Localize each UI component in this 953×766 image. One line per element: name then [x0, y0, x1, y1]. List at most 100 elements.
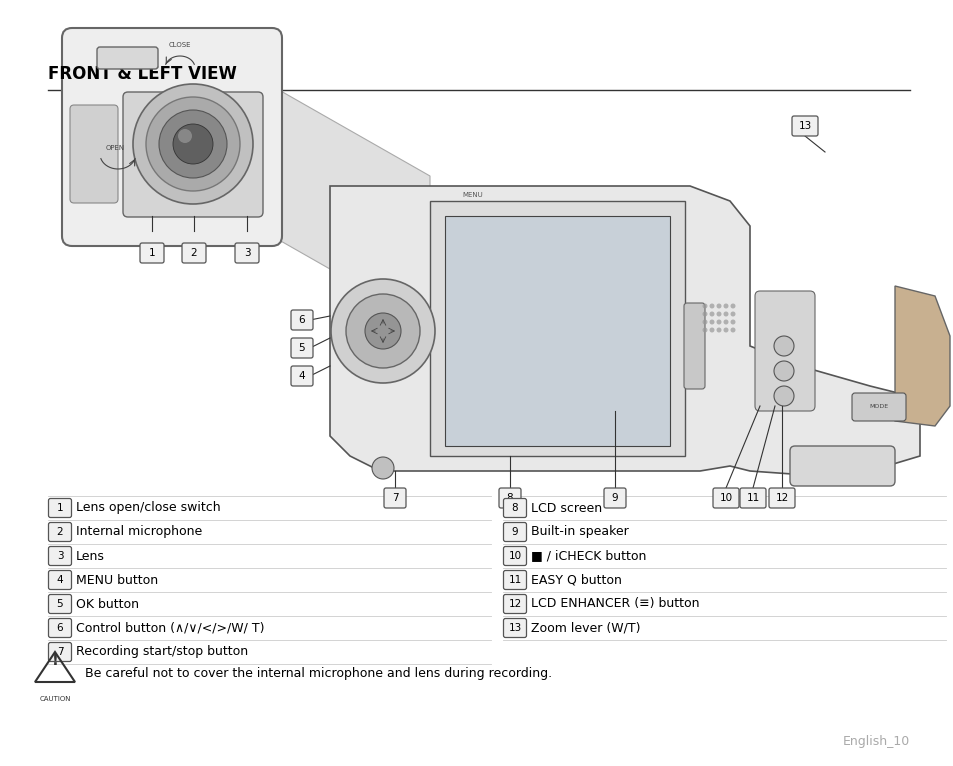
FancyBboxPatch shape	[234, 243, 258, 263]
Circle shape	[346, 294, 419, 368]
Text: OPEN: OPEN	[106, 145, 125, 151]
FancyBboxPatch shape	[49, 594, 71, 614]
Text: !: !	[51, 653, 58, 668]
Text: LCD ENHANCER (≡) button: LCD ENHANCER (≡) button	[531, 597, 699, 611]
Circle shape	[709, 303, 714, 309]
FancyBboxPatch shape	[49, 643, 71, 662]
FancyBboxPatch shape	[291, 366, 313, 386]
Text: Internal microphone: Internal microphone	[76, 525, 202, 538]
Text: 13: 13	[508, 623, 521, 633]
FancyBboxPatch shape	[503, 594, 526, 614]
Text: English_10: English_10	[841, 735, 909, 748]
Text: Built-in speaker: Built-in speaker	[531, 525, 628, 538]
FancyBboxPatch shape	[851, 393, 905, 421]
FancyBboxPatch shape	[70, 105, 118, 203]
Text: 10: 10	[719, 493, 732, 503]
Text: 12: 12	[508, 599, 521, 609]
FancyBboxPatch shape	[444, 216, 669, 446]
FancyBboxPatch shape	[712, 488, 739, 508]
FancyBboxPatch shape	[740, 488, 765, 508]
Text: 7: 7	[392, 493, 398, 503]
FancyBboxPatch shape	[384, 488, 406, 508]
FancyBboxPatch shape	[49, 546, 71, 565]
Polygon shape	[330, 186, 919, 476]
Text: FRONT & LEFT VIEW: FRONT & LEFT VIEW	[48, 65, 236, 83]
Circle shape	[159, 110, 227, 178]
Text: Lens open/close switch: Lens open/close switch	[76, 502, 220, 515]
FancyBboxPatch shape	[683, 303, 704, 389]
FancyBboxPatch shape	[97, 47, 158, 69]
Circle shape	[709, 328, 714, 332]
Circle shape	[722, 328, 728, 332]
Circle shape	[331, 279, 435, 383]
Text: 11: 11	[508, 575, 521, 585]
FancyBboxPatch shape	[49, 499, 71, 518]
Polygon shape	[894, 286, 949, 426]
FancyBboxPatch shape	[503, 499, 526, 518]
Circle shape	[701, 328, 707, 332]
Circle shape	[730, 303, 735, 309]
Text: 3: 3	[56, 551, 63, 561]
Circle shape	[716, 312, 720, 316]
FancyBboxPatch shape	[182, 243, 206, 263]
Text: 8: 8	[506, 493, 513, 503]
Text: 5: 5	[298, 343, 305, 353]
Text: OK button: OK button	[76, 597, 139, 611]
FancyBboxPatch shape	[503, 522, 526, 542]
Text: 9: 9	[611, 493, 618, 503]
Text: Be careful not to cover the internal microphone and lens during recording.: Be careful not to cover the internal mic…	[85, 667, 552, 680]
Text: CAUTION: CAUTION	[39, 696, 71, 702]
Text: 11: 11	[745, 493, 759, 503]
Circle shape	[701, 312, 707, 316]
Text: 3: 3	[243, 248, 250, 258]
Text: 1: 1	[149, 248, 155, 258]
Circle shape	[730, 328, 735, 332]
Text: 4: 4	[56, 575, 63, 585]
Circle shape	[178, 129, 192, 143]
Text: 6: 6	[298, 315, 305, 325]
Text: Control button (∧/∨/</>/W/ T): Control button (∧/∨/</>/W/ T)	[76, 621, 264, 634]
Text: 8: 8	[511, 503, 517, 513]
Text: 7: 7	[56, 647, 63, 657]
Text: MENU: MENU	[461, 192, 482, 198]
Text: 12: 12	[775, 493, 788, 503]
FancyBboxPatch shape	[291, 338, 313, 358]
Circle shape	[773, 361, 793, 381]
Text: LCD screen: LCD screen	[531, 502, 601, 515]
Text: 2: 2	[191, 248, 197, 258]
FancyBboxPatch shape	[49, 522, 71, 542]
Polygon shape	[430, 201, 684, 456]
FancyBboxPatch shape	[768, 488, 794, 508]
Circle shape	[172, 124, 213, 164]
FancyBboxPatch shape	[789, 446, 894, 486]
Circle shape	[372, 457, 394, 479]
Text: 6: 6	[56, 623, 63, 633]
Circle shape	[716, 319, 720, 325]
Circle shape	[709, 319, 714, 325]
FancyBboxPatch shape	[791, 116, 817, 136]
Circle shape	[722, 303, 728, 309]
FancyBboxPatch shape	[291, 310, 313, 330]
Text: 10: 10	[508, 551, 521, 561]
FancyBboxPatch shape	[503, 571, 526, 590]
Text: 5: 5	[56, 599, 63, 609]
FancyBboxPatch shape	[603, 488, 625, 508]
Circle shape	[730, 312, 735, 316]
Circle shape	[773, 336, 793, 356]
Circle shape	[722, 312, 728, 316]
Circle shape	[716, 303, 720, 309]
Text: 13: 13	[798, 121, 811, 131]
FancyBboxPatch shape	[140, 243, 164, 263]
FancyBboxPatch shape	[503, 618, 526, 637]
Text: MENU button: MENU button	[76, 574, 158, 587]
Text: CLOSE: CLOSE	[169, 42, 191, 48]
Circle shape	[730, 319, 735, 325]
Circle shape	[146, 97, 240, 191]
Text: MODE: MODE	[868, 404, 887, 410]
FancyBboxPatch shape	[503, 546, 526, 565]
Text: Lens: Lens	[76, 549, 105, 562]
Circle shape	[701, 303, 707, 309]
Text: 9: 9	[511, 527, 517, 537]
Text: ■ / iCHECK button: ■ / iCHECK button	[531, 549, 646, 562]
Circle shape	[716, 328, 720, 332]
